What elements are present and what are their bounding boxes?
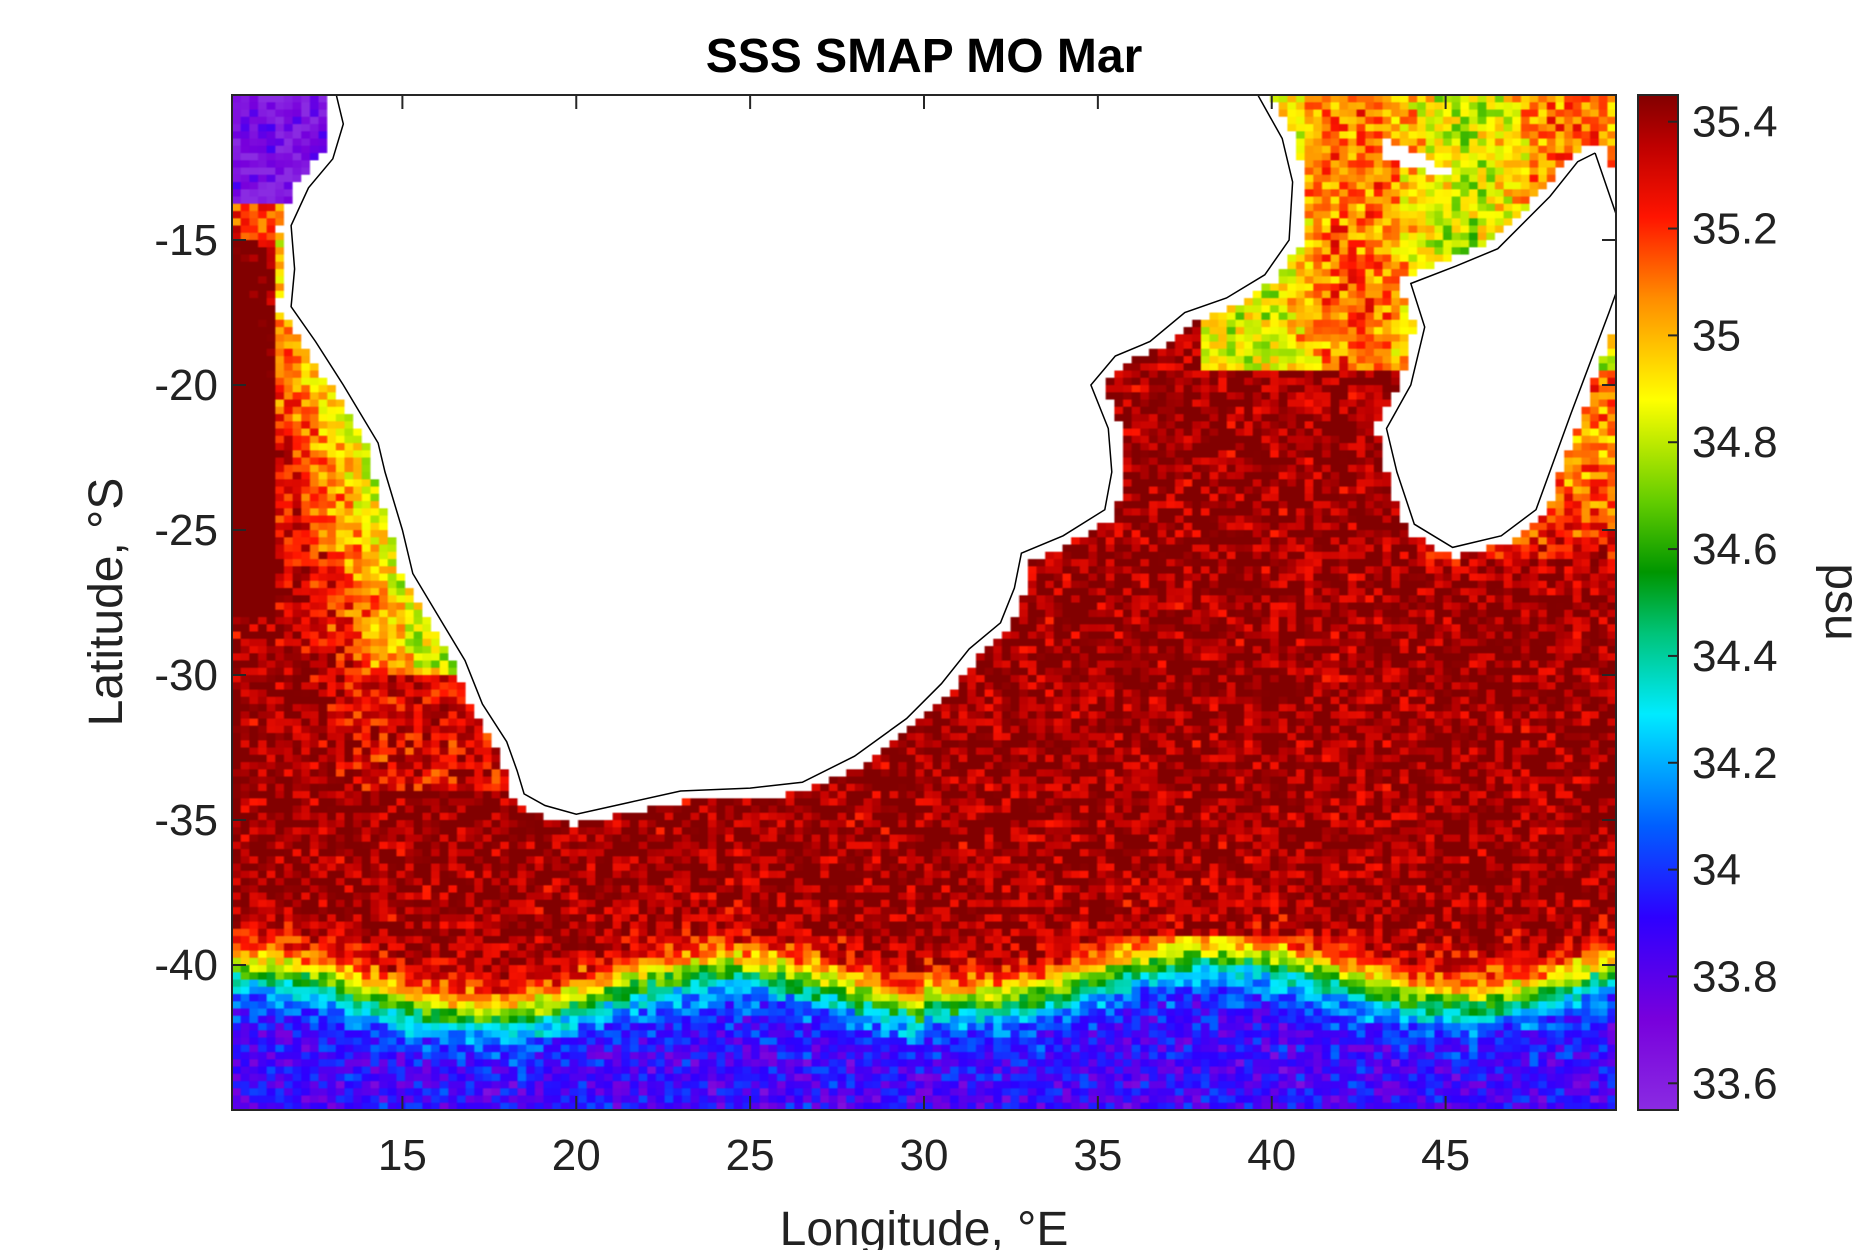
y-tick: -25 bbox=[154, 506, 1616, 555]
colorbar-tick: 34.4 bbox=[1668, 632, 1778, 681]
x-tick-label: 35 bbox=[1073, 1131, 1122, 1180]
y-tick-label: -30 bbox=[154, 651, 218, 700]
colorbar-tick-label: 35.4 bbox=[1692, 98, 1778, 147]
y-tick-label: -35 bbox=[154, 796, 218, 845]
x-tick-label: 25 bbox=[726, 1131, 775, 1180]
colorbar-tick-label: 33.6 bbox=[1692, 1059, 1778, 1108]
x-tick-label: 30 bbox=[900, 1131, 949, 1180]
y-tick-label: -15 bbox=[154, 216, 218, 265]
colorbar-tick-label: 34.6 bbox=[1692, 525, 1778, 574]
colorbar-tick-label: 34.2 bbox=[1692, 739, 1778, 788]
x-tick: 20 bbox=[552, 95, 601, 1180]
colorbar-tick: 34.2 bbox=[1668, 739, 1778, 788]
colorbar-tick-label: 33.8 bbox=[1692, 952, 1778, 1001]
y-tick: -35 bbox=[154, 796, 1616, 845]
y-axis-label: Latitude, °S bbox=[80, 478, 133, 727]
colorbar: 35.4 35.2 35 34.8 34.6 34.4 34.2 34 33.8 33.6 bbox=[1637, 94, 1778, 1111]
colorbar-fill bbox=[1638, 95, 1678, 1110]
y-ticks: -15 -20 -25 -30 -35 -40 bbox=[154, 216, 1616, 990]
x-tick-label: 15 bbox=[378, 1131, 427, 1180]
x-tick: 30 bbox=[900, 95, 949, 1180]
colorbar-tick-label: 34 bbox=[1692, 846, 1741, 895]
x-tick: 45 bbox=[1421, 95, 1470, 1180]
y-tick: -20 bbox=[154, 361, 1616, 410]
colorbar-tick: 34.6 bbox=[1668, 525, 1778, 574]
colorbar-tick-label: 34.8 bbox=[1692, 418, 1778, 467]
madagascar-coastline bbox=[1385, 152, 1616, 549]
colorbar-tick-label: 35 bbox=[1692, 311, 1741, 360]
colorbar-tick-label: 34.4 bbox=[1692, 632, 1778, 681]
y-tick: -15 bbox=[154, 216, 1616, 265]
colorbar-label: psu bbox=[1815, 563, 1868, 640]
colorbar-tick-label: 35.2 bbox=[1692, 205, 1778, 254]
plot-area: 15 20 25 30 35 40 45 -15 -20 -25 -30 -35 -40 bbox=[154, 94, 1617, 1180]
x-tick-label: 45 bbox=[1421, 1131, 1470, 1180]
colorbar-tick: 35 bbox=[1668, 311, 1741, 360]
x-tick: 15 bbox=[378, 95, 427, 1180]
colorbar-ticks: 35.4 35.2 35 34.8 34.6 34.4 34.2 34 33.8 33.6 bbox=[1668, 98, 1778, 1108]
salinity-heatmap bbox=[232, 95, 1616, 1110]
colorbar-frame bbox=[1637, 94, 1679, 1111]
x-tick: 25 bbox=[726, 95, 775, 1180]
colorbar-tick: 35.2 bbox=[1668, 205, 1778, 254]
colorbar-tick: 33.6 bbox=[1668, 1059, 1778, 1108]
x-axis-label: Longitude, °E bbox=[780, 1203, 1069, 1250]
y-tick-label: -25 bbox=[154, 506, 218, 555]
y-tick: -30 bbox=[154, 651, 1616, 700]
chart-title: SSS SMAP MO Mar bbox=[706, 30, 1143, 83]
y-tick: -40 bbox=[154, 941, 1616, 990]
x-tick-label: 40 bbox=[1247, 1131, 1296, 1180]
x-tick: 40 bbox=[1247, 95, 1296, 1180]
y-tick-label: -40 bbox=[154, 941, 218, 990]
y-tick-label: -20 bbox=[154, 361, 218, 410]
africa-coastline bbox=[290, 95, 1294, 815]
colorbar-tick: 34.8 bbox=[1668, 418, 1778, 467]
x-tick: 35 bbox=[1073, 95, 1122, 1180]
colorbar-tick: 35.4 bbox=[1668, 98, 1778, 147]
colorbar-tick: 33.8 bbox=[1668, 952, 1778, 1001]
colorbar-tick: 34 bbox=[1668, 846, 1741, 895]
x-ticks: 15 20 25 30 35 40 45 bbox=[378, 95, 1470, 1180]
x-tick-label: 20 bbox=[552, 1131, 601, 1180]
